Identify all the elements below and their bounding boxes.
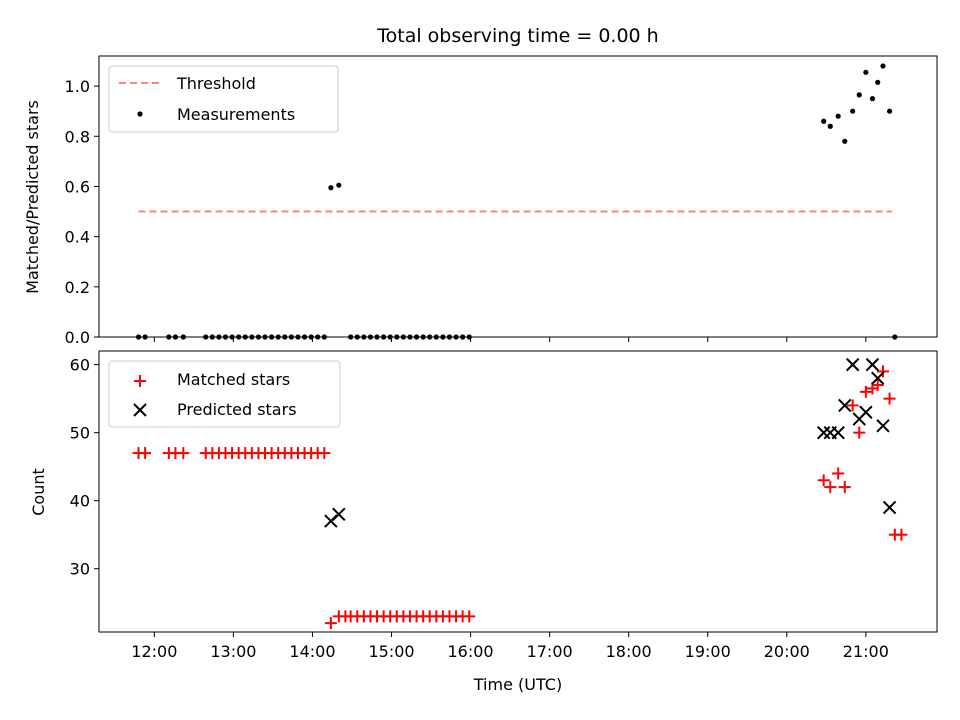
predicted-stars-point: [865, 357, 880, 372]
x-axis-label: Time (UTC): [473, 675, 562, 694]
x-tick-label: 21:00: [843, 642, 889, 661]
ratio-measurement-point: [850, 108, 856, 114]
count-y-tick-label: 50: [70, 424, 90, 443]
legend-measurements-swatch: [137, 111, 143, 117]
matched-stars-point: [876, 365, 889, 378]
ratio-measurement-point: [856, 92, 862, 98]
count-y-axis-label: Count: [29, 468, 48, 516]
ratio-y-tick-label: 0.6: [65, 177, 90, 196]
matched-stars-point: [846, 399, 859, 412]
matched-stars-point: [832, 467, 845, 480]
matched-stars-point: [883, 392, 896, 405]
ratio-y-tick-label: 0.2: [65, 278, 90, 297]
matched-stars-point: [859, 385, 872, 398]
ratio-measurement-point: [863, 69, 869, 75]
legend-matched-label: Matched stars: [177, 370, 290, 389]
ratio-panel: 0.0 0.2 0.4 0.6 0.8 1.0 Matched/Predicted sta…: [23, 55, 938, 347]
ratio-legend: Threshold Measurements: [108, 65, 339, 133]
matched-stars-point: [139, 447, 152, 460]
ratio-axes-frame: [98, 55, 938, 338]
count-y-tick-label: 30: [70, 560, 90, 579]
ratio-measurement-point: [835, 113, 841, 119]
ratio-measurement-point: [842, 138, 848, 144]
matched-stars-point: [177, 447, 190, 460]
count-legend: Matched stars Predicted stars: [108, 360, 341, 428]
ratio-measurement-point: [875, 79, 881, 85]
legend-predicted-swatch: [133, 403, 147, 417]
matched-stars-point: [871, 379, 884, 392]
ratio-measurement-point: [328, 185, 334, 191]
matched-stars-point: [895, 528, 908, 541]
predicted-stars-point: [876, 419, 890, 433]
predicted-stars-point: [831, 425, 845, 440]
x-tick-label: 19:00: [685, 642, 731, 661]
ratio-measurement-point: [827, 123, 833, 129]
legend-threshold-label: Threshold: [176, 74, 256, 93]
predicted-stars-point: [871, 371, 885, 385]
x-tick-label: 16:00: [448, 642, 494, 661]
count-panel: 30 40 50 60 12:00 13:00 14:00 15:00 16:00 17:00 1…: [29, 350, 938, 694]
count-axes-frame: [98, 350, 938, 633]
matched-stars-point: [853, 426, 866, 439]
x-tick-label: 13:00: [210, 642, 256, 661]
matched-stars-point: [817, 474, 830, 487]
ratio-y-tick-label: 0.4: [65, 228, 90, 247]
matched-stars-point: [324, 617, 337, 630]
predicted-stars-point: [845, 357, 860, 372]
x-tick-label: 14:00: [289, 642, 335, 661]
count-y-tick-label: 60: [70, 356, 90, 375]
x-tick-label: 20:00: [764, 642, 810, 661]
predicted-stars-point: [816, 425, 831, 440]
matched-stars-point: [463, 610, 476, 623]
x-tick-label: 17:00: [527, 642, 573, 661]
ratio-y-tick-label: 0.0: [65, 328, 90, 347]
chart-title: Total observing time = 0.00 h: [376, 25, 658, 47]
predicted-stars-point: [838, 398, 852, 413]
ratio-y-tick-label: 0.8: [65, 127, 90, 146]
matched-stars-point: [318, 447, 331, 460]
legend-predicted-label: Predicted stars: [177, 400, 297, 419]
count-y-tick-label: 40: [70, 492, 90, 511]
ratio-y-axis-label: Matched/Predicted stars: [23, 100, 42, 294]
predicted-stars-point: [882, 500, 897, 515]
ratio-measurement-point: [880, 63, 886, 69]
predicted-stars-point: [332, 507, 346, 522]
matched-stars-point: [824, 481, 837, 494]
ratio-y-tick-label: 1.0: [65, 77, 90, 96]
legend-matched-swatch: [134, 375, 146, 387]
legend-measurements-label: Measurements: [177, 105, 295, 124]
x-tick-label: 18:00: [606, 642, 652, 661]
ratio-measurement-point: [869, 96, 876, 102]
x-tick-label: 15:00: [368, 642, 414, 661]
ratio-measurement-point: [336, 182, 342, 188]
matched-stars-point: [838, 481, 851, 494]
x-tick-label: 12:00: [131, 642, 177, 661]
ratio-measurement-point: [886, 108, 893, 114]
ratio-measurement-point: [821, 118, 827, 124]
predicted-stars-point: [859, 405, 873, 419]
